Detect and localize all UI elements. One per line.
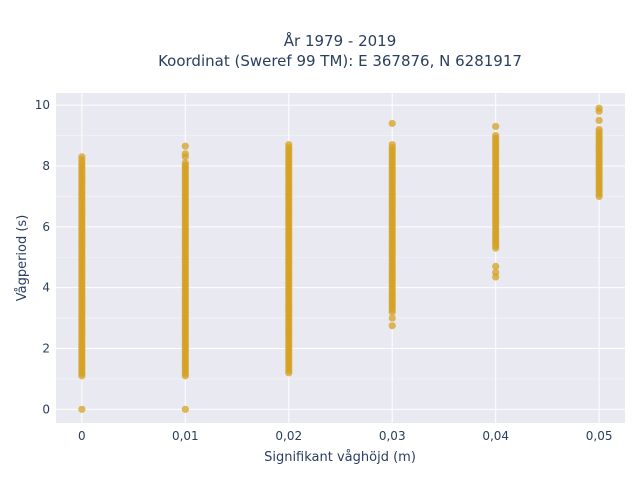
x-tick-label: 0,04: [482, 429, 509, 443]
data-point: [181, 159, 189, 167]
y-tick-label: 2: [42, 341, 50, 355]
chart-title-line-1: År 1979 - 2019: [284, 31, 397, 50]
data-point: [595, 116, 603, 124]
data-point: [595, 104, 603, 112]
data-point: [595, 125, 603, 134]
chart-title-line-2: Koordinat (Sweref 99 TM): E 367876, N 62…: [158, 52, 522, 70]
y-tick-label: 6: [42, 220, 50, 234]
data-point: [492, 262, 500, 270]
x-axis-title: Signifikant våghöjd (m): [264, 450, 416, 465]
data-point: [78, 405, 86, 413]
y-tick-label: 10: [35, 98, 50, 112]
tick-labels: 0 2 4 6 8 10 0 0,01 0,02 0,03 0,04 0,05: [35, 98, 613, 443]
x-tick-label: 0: [78, 429, 86, 443]
y-tick-label: 0: [42, 402, 50, 416]
data-point: [78, 153, 86, 161]
data-point: [285, 141, 293, 149]
x-tick-label: 0,02: [275, 429, 302, 443]
y-tick-label: 8: [42, 159, 50, 173]
data-point: [492, 122, 500, 131]
data-point: [181, 150, 189, 158]
data-point: [388, 322, 396, 330]
data-point: [492, 131, 500, 140]
data-point: [388, 314, 396, 322]
x-tick-label: 0,05: [586, 429, 613, 443]
y-tick-label: 4: [42, 281, 50, 295]
data-point: [388, 119, 396, 128]
x-tick-label: 0,03: [379, 429, 406, 443]
plot-area: [56, 93, 625, 423]
data-marks: [78, 104, 603, 413]
data-point: [181, 142, 189, 150]
data-point: [492, 268, 500, 277]
x-tick-label: 0,01: [172, 429, 199, 443]
data-point: [388, 141, 396, 149]
data-point: [181, 405, 189, 413]
y-axis-title: Vågperiod (s): [15, 215, 30, 302]
